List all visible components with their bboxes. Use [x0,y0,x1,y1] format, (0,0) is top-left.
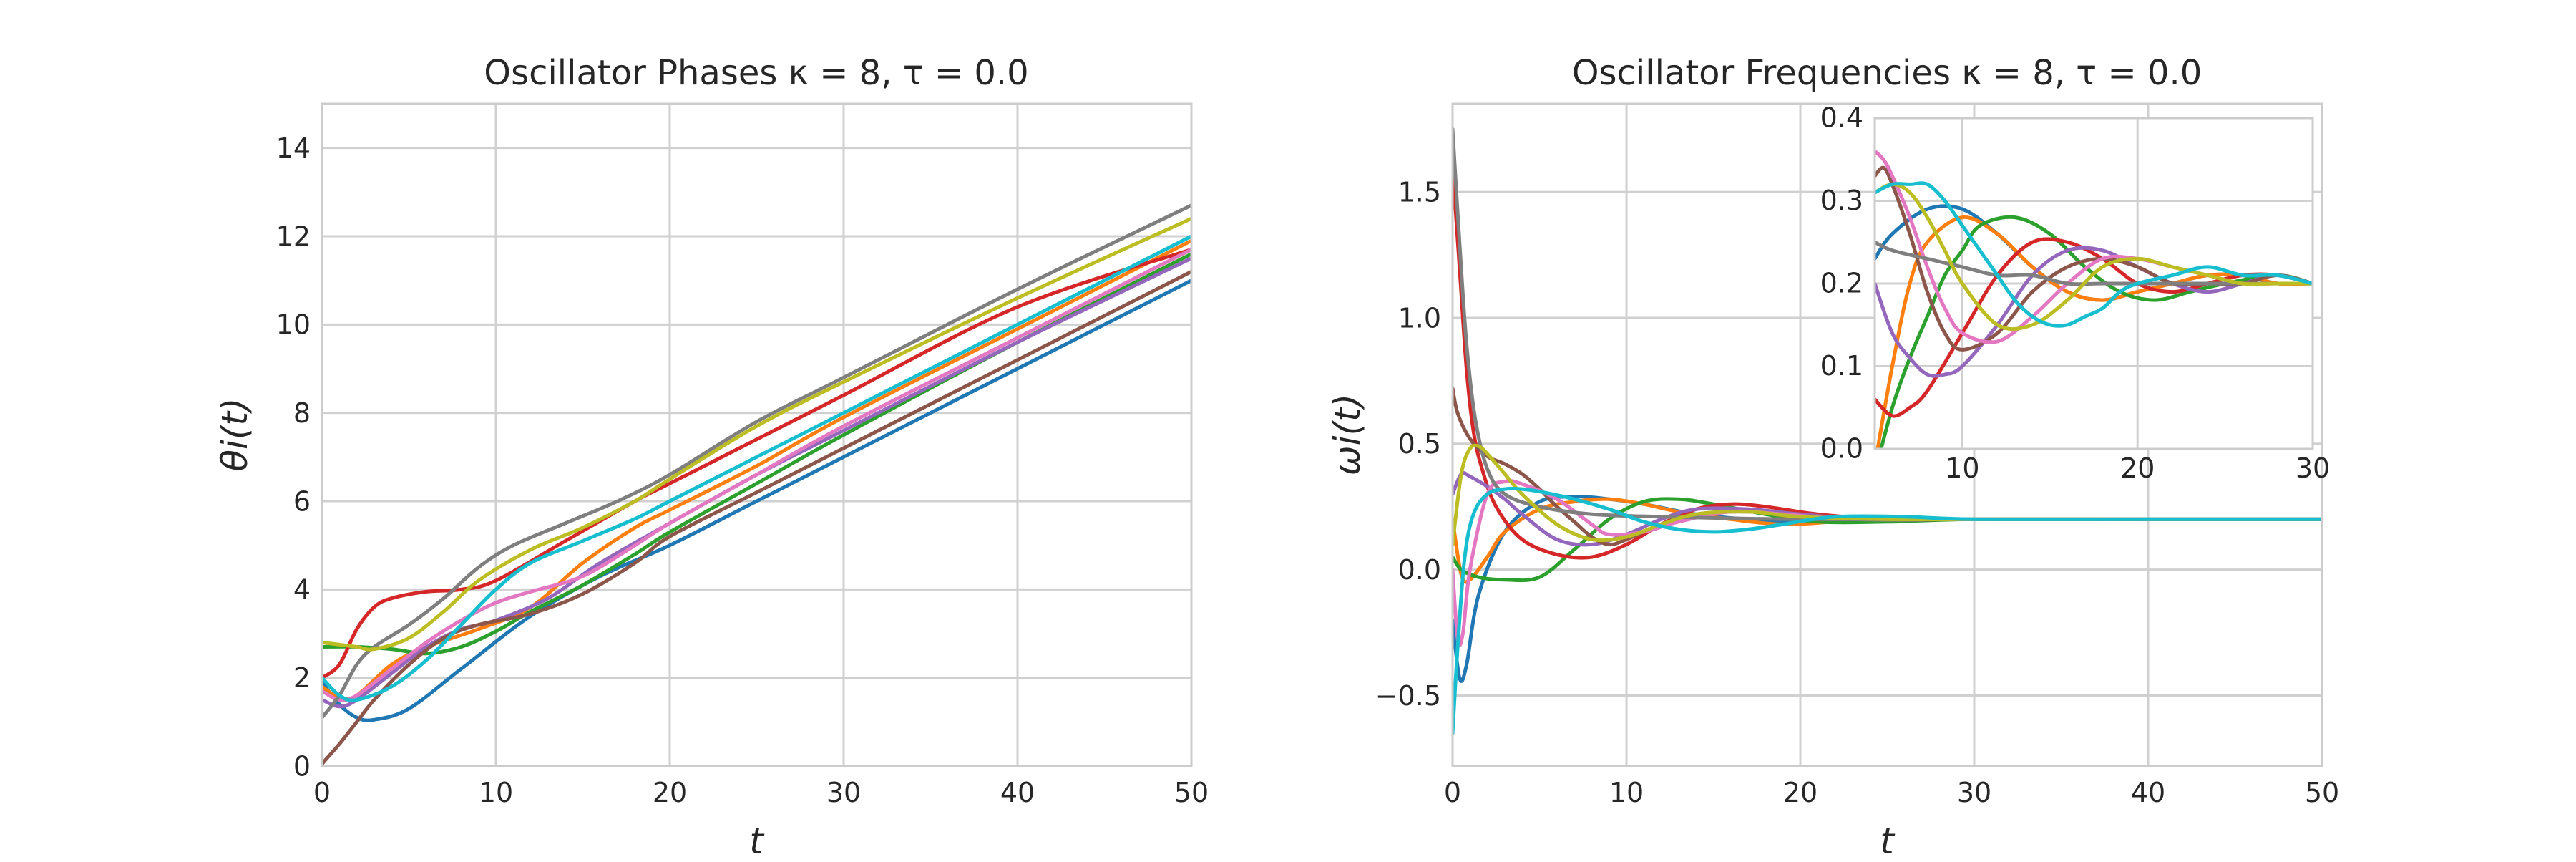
frequencies-x-tick-label: 0 [1444,777,1461,808]
phases-y-tick-label: 0 [293,750,311,782]
frequencies-ticks: 0 10 20 30 40 50 −0.5 0.0 0.5 1.0 1.5 [1375,176,2339,808]
phases-y-tick-label: 2 [293,662,311,694]
frequencies-x-tick-label: 10 [1609,777,1644,808]
phases-series-osc-5 [322,256,1191,709]
frequencies-y-label: ωi(t) [1327,394,1368,475]
frequencies-inset-series-osc-9 [1875,182,2313,331]
frequencies-inset-x-tick-label: 30 [2296,452,2330,484]
phases-x-tick-label: 40 [1000,777,1035,808]
frequencies-chart: 0 10 20 30 40 50 −0.5 0.0 0.5 1.0 1.5 Oscillator F… [1327,53,2339,862]
phases-x-tick-label: 50 [1174,777,1209,808]
frequencies-x-tick-label: 30 [1957,777,1991,808]
frequencies-y-tick-label: 0.0 [1398,554,1441,586]
phases-x-tick-label: 10 [479,777,513,808]
phases-x-tick-label: 0 [313,777,331,808]
phases-y-tick-label: 6 [293,485,311,517]
phases-y-label: θi(t) [214,397,255,471]
frequencies-inset-y-tick-label: 0.4 [1820,102,1863,134]
phases-y-tick-label: 4 [293,574,311,606]
frequencies-inset-chart: 10 20 30 0.0 0.1 0.2 0.3 0.4 [1820,102,2331,484]
phases-title: Oscillator Phases κ = 8, τ = 0.0 [484,53,1028,93]
frequencies-inset-series-osc-2 [1875,216,2313,449]
inset-plot-frame [1873,117,2314,450]
frequencies-title: Oscillator Frequencies κ = 8, τ = 0.0 [1572,53,2202,93]
phases-series-osc-9 [322,216,1191,652]
phases-series-osc-7 [322,248,1191,702]
phases-x-tick-label: 30 [826,777,861,808]
frequencies-x-tick-label: 50 [2305,777,2339,808]
frequencies-y-tick-label: 1.5 [1398,176,1441,208]
phases-y-tick-label: 8 [293,397,311,429]
frequencies-inset-x-tick-label: 10 [1945,452,1979,484]
phases-y-tick-label: 10 [276,309,311,341]
frequencies-inset-x-tick-label: 20 [2120,452,2155,484]
frequencies-inset-series-group [1875,149,2313,449]
phases-series-osc-6 [322,269,1191,766]
phases-x-tick-label: 20 [653,777,687,808]
phases-series-osc-4 [322,248,1191,680]
frequencies-y-tick-label: −0.5 [1375,680,1441,712]
frequencies-y-tick-label: 1.0 [1398,302,1441,334]
frequencies-y-tick-label: 0.5 [1398,428,1441,460]
phases-series-osc-2 [322,238,1191,702]
phases-y-tick-label: 12 [276,221,311,252]
phases-series-osc-10 [322,234,1191,702]
phases-ticks: 0 10 20 30 40 50 0 2 4 6 8 10 12 14 [276,132,1209,808]
frequencies-inset-y-tick-label: 0.0 [1820,433,1863,465]
frequencies-x-tick-label: 40 [2131,777,2165,808]
frequencies-inset-y-tick-label: 0.2 [1820,268,1863,299]
phases-series-group [322,203,1191,766]
frequencies-series-group [1453,127,2322,735]
frequencies-series [1453,127,2322,735]
phases-series [322,203,1191,766]
phases-y-tick-label: 14 [276,132,311,164]
frequencies-inset-series-osc-10 [1875,181,2313,328]
frequencies-inset-series-osc-3 [1879,215,2313,449]
inset-ticks: 10 20 30 0.0 0.1 0.2 0.3 0.4 [1820,102,2331,484]
frequencies-x-label: t [1880,820,1896,859]
frequencies-inset-y-tick-label: 0.3 [1820,185,1863,216]
phases-chart: 0 10 20 30 40 50 0 2 4 6 8 10 12 14 Oscillator Phases… [214,53,1209,862]
inset-series [1875,149,2313,449]
frequencies-inset-y-tick-label: 0.1 [1820,350,1863,382]
frequencies-inset-series-osc-5 [1875,246,2313,378]
frequencies-series-osc-10 [1453,486,2322,735]
frequencies-x-tick-label: 20 [1783,777,1818,808]
frequencies-plot-frame [1451,102,2323,767]
phases-x-label: t [749,820,765,859]
frequencies-inset-series-osc-4 [1875,237,2313,418]
phases-plot-frame [321,102,1193,767]
